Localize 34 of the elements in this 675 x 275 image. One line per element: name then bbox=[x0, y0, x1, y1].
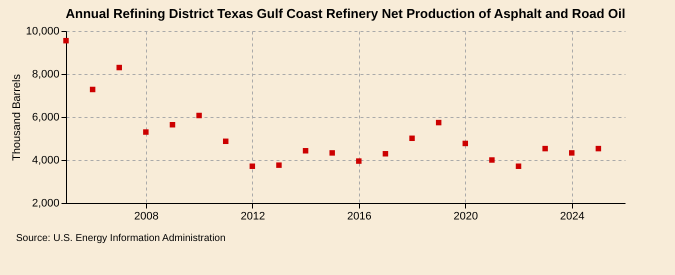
y-tick-label: 10,000 bbox=[26, 26, 60, 38]
point bbox=[90, 86, 96, 92]
x-tick-label: 2008 bbox=[134, 210, 159, 222]
y-tick-label: 4,000 bbox=[32, 154, 60, 166]
point bbox=[409, 136, 415, 142]
point bbox=[250, 163, 256, 169]
point bbox=[489, 157, 495, 163]
point bbox=[596, 146, 602, 152]
x-tick-label: 2020 bbox=[454, 210, 478, 222]
point bbox=[516, 163, 522, 169]
point bbox=[462, 140, 468, 146]
point bbox=[143, 129, 149, 135]
y-tick-label: 6,000 bbox=[32, 112, 60, 124]
point bbox=[356, 158, 362, 164]
point bbox=[436, 120, 442, 126]
point bbox=[170, 122, 176, 128]
y-tick-label: 8,000 bbox=[32, 68, 60, 80]
y-tick-label: 2,000 bbox=[32, 198, 60, 210]
point bbox=[276, 162, 282, 168]
point bbox=[116, 64, 122, 70]
point bbox=[569, 150, 574, 156]
point bbox=[382, 151, 388, 157]
chart-title: Annual Refining District Texas Gulf Coast Refinery Net Production of Asphalt and Road Oil bbox=[66, 6, 626, 21]
point bbox=[196, 112, 202, 118]
x-tick-label: 2012 bbox=[240, 210, 266, 222]
point bbox=[302, 148, 308, 154]
point bbox=[63, 38, 69, 44]
x-tick-label: 2016 bbox=[347, 210, 372, 222]
point bbox=[222, 138, 228, 144]
y-axis-title: Thousand Barrels bbox=[10, 74, 23, 161]
x-tick-label: 2024 bbox=[560, 210, 585, 222]
point bbox=[542, 146, 548, 152]
source-note: Source: U.S. Energy Information Administration bbox=[16, 233, 226, 244]
point bbox=[329, 150, 335, 156]
